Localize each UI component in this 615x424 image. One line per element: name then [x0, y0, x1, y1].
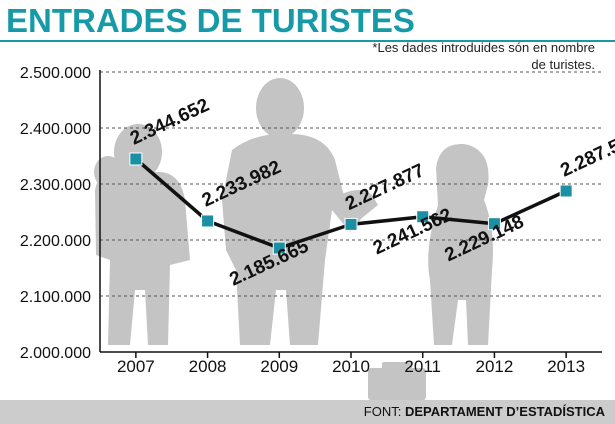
data-note: *Les dades introduides són en nombre de … [372, 40, 595, 72]
x-tick-label: 2012 [476, 357, 514, 376]
y-axis-labels: 2.000.000 2.100.000 2.200.000 2.300.000 2.40… [20, 65, 91, 362]
source-name: DEPARTAMENT D’ESTADÍSTICA [404, 404, 605, 419]
x-axis-labels: 2007 2008 2009 2010 2011 2012 2013 [117, 357, 585, 376]
y-tick-label: 2.500.000 [20, 65, 91, 82]
x-tick-label: 2013 [547, 357, 585, 376]
x-tick-label: 2011 [404, 357, 441, 376]
source-credit: FONT: DEPARTAMENT D’ESTADÍSTICA [364, 404, 605, 419]
silhouette-man-left [94, 124, 190, 345]
silhouette-woman-right [428, 144, 493, 345]
silhouette-suitcase [368, 368, 426, 400]
data-point-marker [416, 210, 430, 224]
chart-title: ENTRADES DE TURISTES [6, 2, 415, 39]
y-tick-label: 2.000.000 [20, 345, 91, 362]
y-tick-label: 2.400.000 [20, 121, 91, 138]
source-prefix: FONT: [363, 404, 405, 419]
data-point-marker [272, 241, 286, 255]
data-point-marker [201, 214, 215, 228]
x-tick-label: 2007 [117, 357, 155, 376]
source-band [0, 400, 615, 424]
title-divider [0, 40, 615, 42]
chart-axes [99, 70, 602, 358]
data-label: 2.344.652 [127, 95, 212, 150]
x-tick-label: 2008 [189, 357, 227, 376]
y-tick-label: 2.100.000 [20, 289, 91, 306]
data-label: 2.227.877 [342, 160, 427, 215]
data-point-marker [559, 184, 573, 198]
data-markers [129, 152, 573, 255]
x-tick-label: 2009 [260, 357, 298, 376]
data-label: 2.287.508 [557, 127, 615, 182]
y-tick-label: 2.200.000 [20, 233, 91, 250]
people-silhouettes-illustration [94, 78, 493, 400]
data-point-marker [344, 217, 358, 231]
x-tick-label: 2010 [332, 357, 370, 376]
y-tick-label: 2.300.000 [20, 177, 91, 194]
silhouette-person-center [222, 78, 378, 345]
data-point-marker [129, 152, 143, 166]
data-labels: 2.344.6522.233.9822.185.6652.227.8772.24… [127, 95, 615, 291]
data-point-marker [487, 217, 501, 231]
